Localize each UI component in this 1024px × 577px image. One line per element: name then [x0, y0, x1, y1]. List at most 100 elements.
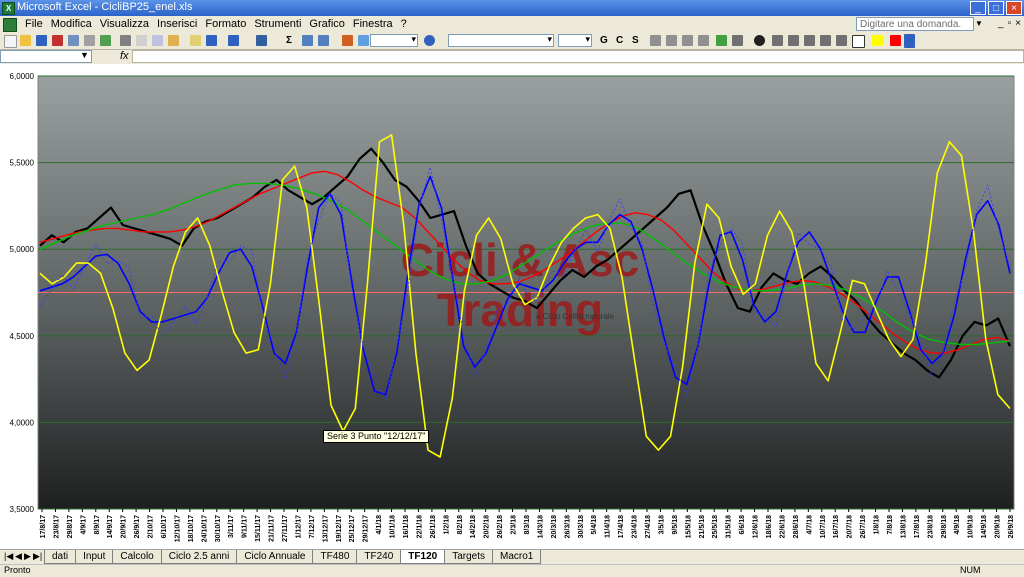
- toolbar-options-icon[interactable]: [904, 34, 915, 48]
- sheet-tab-2[interactable]: Calcolo: [112, 550, 162, 564]
- sheet-tab-9[interactable]: Macro1: [492, 550, 542, 564]
- align-left-icon[interactable]: [650, 35, 661, 46]
- sheet-tab-6[interactable]: TF240: [356, 550, 402, 564]
- format-painter-icon[interactable]: [190, 35, 201, 46]
- workbook-close-icon[interactable]: ×: [1015, 18, 1021, 29]
- decrease-indent-icon[interactable]: [820, 35, 831, 46]
- font-combo[interactable]: [448, 34, 554, 47]
- series-line-2[interactable]: [39, 182, 1011, 346]
- x-tick-label: 2/3/18: [511, 515, 518, 535]
- underline-button[interactable]: S: [632, 35, 639, 46]
- sheet-tab-8[interactable]: Targets: [444, 550, 493, 564]
- name-box[interactable]: [0, 50, 92, 63]
- print-icon[interactable]: [68, 35, 79, 46]
- save-icon[interactable]: [36, 35, 47, 46]
- decrease-decimal-icon[interactable]: [804, 35, 815, 46]
- help-search-input[interactable]: Digitare una domanda.: [856, 17, 974, 31]
- sort-ascending-icon[interactable]: [302, 35, 313, 46]
- x-tick-label: 4/7/18: [806, 515, 813, 535]
- formula-input[interactable]: [132, 50, 1024, 63]
- redo-icon[interactable]: [228, 35, 239, 46]
- cut-icon[interactable]: [136, 35, 147, 46]
- permission-icon[interactable]: [52, 35, 63, 46]
- chart-wizard-icon[interactable]: [256, 35, 267, 46]
- workbook-icon[interactable]: [3, 18, 17, 32]
- series-line-3[interactable]: [39, 175, 1011, 396]
- copy-icon[interactable]: [152, 35, 163, 46]
- x-tick-label: 12/6/18: [753, 515, 760, 538]
- spelling-icon[interactable]: [100, 35, 111, 46]
- close-icon[interactable]: ×: [1006, 1, 1022, 15]
- x-tick-label: 5/4/18: [591, 515, 598, 535]
- chart-area[interactable]: 6,0000 5,5000 5,0000 4,5000 4,0000 3,5000 17/…: [0, 64, 1024, 549]
- sheet-tab-0[interactable]: dati: [44, 550, 77, 564]
- x-tick-label: 29/12/17: [363, 515, 370, 542]
- increase-indent-icon[interactable]: [836, 35, 847, 46]
- bold-button[interactable]: G: [600, 35, 608, 46]
- sheet-tab-1[interactable]: Input: [75, 550, 114, 564]
- align-center-icon[interactable]: [666, 35, 677, 46]
- series-line-4[interactable]: [39, 134, 1011, 458]
- sheet-tab-7[interactable]: TF120: [400, 550, 446, 564]
- increase-decimal-icon[interactable]: [788, 35, 799, 46]
- minimize-icon[interactable]: _: [970, 1, 986, 15]
- menu-item-5[interactable]: Strumenti: [254, 18, 302, 30]
- menu-item-4[interactable]: Formato: [205, 18, 247, 30]
- x-tick-label: 29/8/17: [67, 515, 74, 538]
- menu-item-1[interactable]: Modifica: [50, 18, 92, 30]
- euro-icon[interactable]: [754, 35, 765, 46]
- excel-icon: X: [2, 2, 15, 15]
- workbook-minimize-icon[interactable]: _: [998, 18, 1004, 29]
- next-sheet-icon[interactable]: ▶: [24, 551, 31, 561]
- x-tick-label: 26/1/18: [430, 515, 437, 538]
- autosum-icon[interactable]: Σ: [286, 35, 293, 46]
- merge-center-icon[interactable]: [698, 35, 709, 46]
- x-tick-label: 20/9/18: [995, 515, 1002, 538]
- menu-item-0[interactable]: File: [25, 18, 43, 30]
- paste-icon[interactable]: [168, 35, 179, 46]
- x-tick-label: 20/2/18: [484, 515, 491, 538]
- last-sheet-icon[interactable]: ▶|: [33, 551, 43, 561]
- menu-item-2[interactable]: Visualizza: [99, 18, 150, 30]
- menu-item-7[interactable]: Finestra: [352, 18, 393, 30]
- currency-icon[interactable]: [716, 35, 727, 46]
- insert-function-icon[interactable]: fx: [120, 50, 129, 62]
- help-dropdown-icon[interactable]: ▼: [975, 19, 983, 28]
- fill-color-icon[interactable]: [872, 35, 883, 46]
- toolbar: Σ G C S: [0, 33, 1024, 50]
- font-size-combo[interactable]: [558, 34, 592, 47]
- x-tick-label: 1/12/17: [295, 515, 302, 538]
- percent-icon[interactable]: [732, 35, 743, 46]
- italic-button[interactable]: C: [616, 35, 624, 46]
- font-color-icon[interactable]: [890, 35, 901, 46]
- sheet-tab-4[interactable]: Ciclo Annuale: [236, 550, 314, 564]
- undo-icon[interactable]: [206, 35, 217, 46]
- menu-item-6[interactable]: Grafico: [309, 18, 345, 30]
- menu-item-8[interactable]: ?: [400, 18, 407, 30]
- align-right-icon[interactable]: [682, 35, 693, 46]
- first-sheet-icon[interactable]: |◀: [4, 551, 14, 561]
- comma-style-icon[interactable]: [772, 35, 783, 46]
- sheet-tab-5[interactable]: TF480: [312, 550, 358, 564]
- zoom-combo[interactable]: [370, 34, 418, 47]
- menu-item-3[interactable]: Inserisci: [157, 18, 198, 30]
- window-title: Microsoft Excel - CicliBP25_enel.xls: [17, 1, 193, 13]
- workbook-restore-icon[interactable]: ▫: [1007, 18, 1012, 29]
- line-chart[interactable]: 6,0000 5,5000 5,0000 4,5000 4,0000 3,5000 17/…: [0, 64, 1024, 549]
- sort-descending-icon[interactable]: [318, 35, 329, 46]
- research-icon[interactable]: [120, 35, 131, 46]
- name-box-dropdown-icon[interactable]: ▼: [80, 50, 89, 60]
- help-icon[interactable]: [424, 35, 435, 46]
- sheet-tab-3[interactable]: Ciclo 2.5 anni: [160, 550, 238, 564]
- drawing-icon[interactable]: [358, 35, 369, 46]
- x-tick-label: 14/2/18: [470, 515, 477, 538]
- chart-icon[interactable]: [342, 35, 353, 46]
- series-line-dotted[interactable]: [39, 166, 1011, 403]
- new-icon[interactable]: [4, 35, 17, 48]
- prev-sheet-icon[interactable]: ◀: [15, 551, 22, 561]
- borders-icon[interactable]: [852, 35, 865, 48]
- maximize-icon[interactable]: □: [988, 1, 1004, 15]
- open-icon[interactable]: [20, 35, 31, 46]
- print-preview-icon[interactable]: [84, 35, 95, 46]
- x-tick-label: 15/11/17: [255, 515, 262, 542]
